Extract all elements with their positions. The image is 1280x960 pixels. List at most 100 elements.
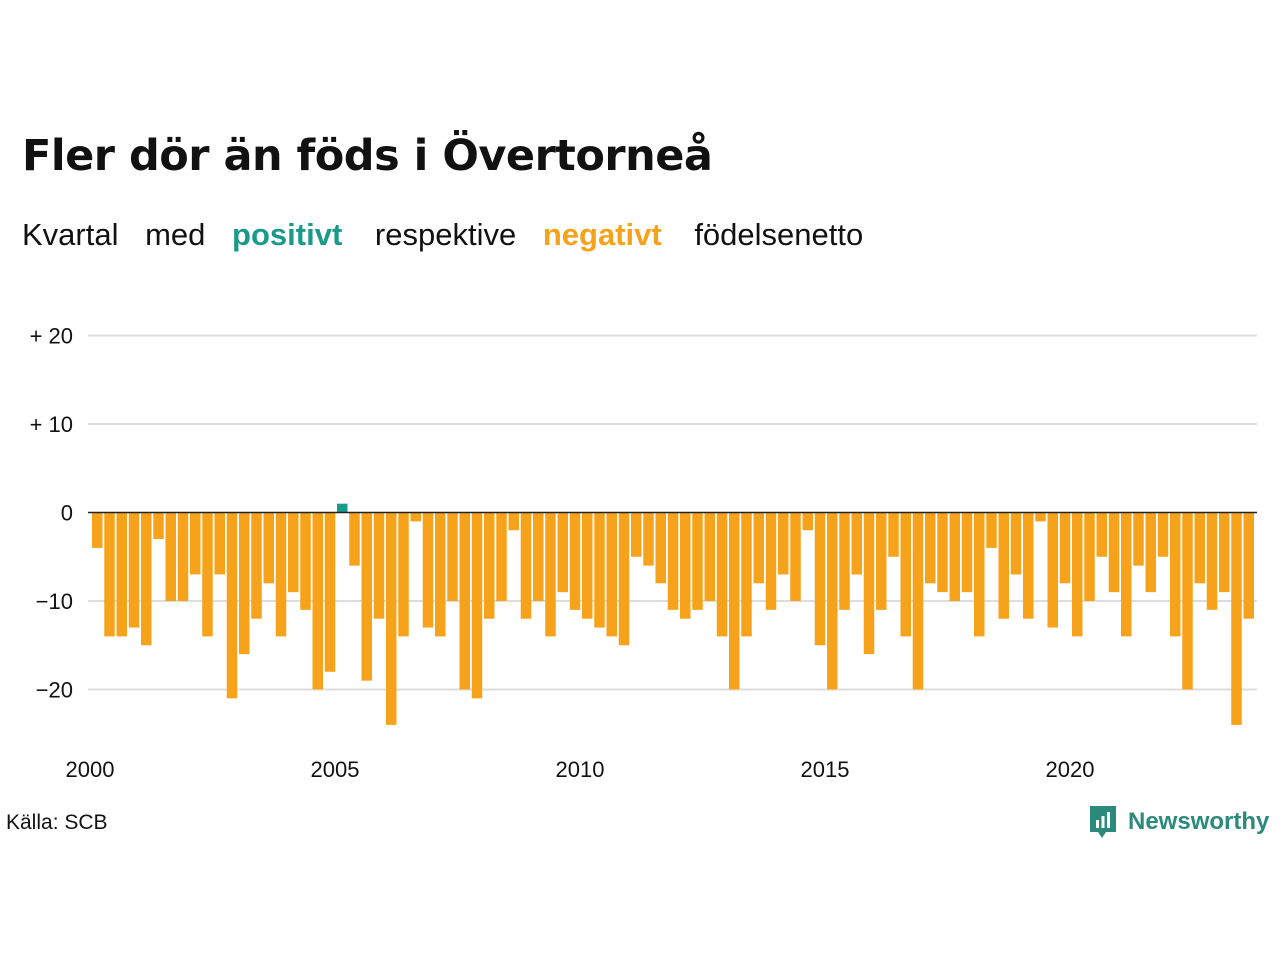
bar-negative: [447, 512, 458, 601]
subtitle-word: födelsenetto: [694, 217, 864, 252]
bar-negative: [912, 512, 924, 690]
bar-negative: [790, 512, 801, 601]
bar-negative: [190, 512, 201, 575]
y-tick-label: −10: [36, 589, 73, 614]
x-tick-label: 2000: [66, 757, 115, 782]
bar-negative: [1206, 512, 1218, 610]
bar-positive: [337, 503, 348, 513]
bar-negative: [900, 512, 911, 637]
bar-negative: [680, 512, 691, 619]
bar-negative: [1194, 512, 1205, 584]
bar-negative: [937, 512, 948, 593]
bar-negative: [949, 512, 960, 601]
bar-negative: [177, 512, 189, 601]
bar-negative: [704, 512, 715, 601]
bar-negative: [165, 512, 176, 601]
bar-negative: [655, 512, 666, 584]
bar-negative: [324, 512, 336, 672]
chart-subtitle: Kvartal med positivt respektive negativt…: [22, 217, 881, 253]
bar-negative: [1096, 512, 1107, 557]
bar-negative: [300, 512, 311, 610]
bar-negative: [361, 512, 372, 681]
bar-negative: [986, 512, 997, 548]
bar-negative: [888, 512, 899, 557]
bar-negative: [594, 512, 605, 628]
y-tick-label: −20: [36, 678, 73, 703]
bar-negative: [827, 512, 838, 690]
bar-negative: [667, 512, 679, 610]
bar-negative: [533, 512, 544, 601]
bar-negative: [1084, 512, 1095, 601]
bar-negative: [631, 512, 642, 557]
bar-negative: [557, 512, 568, 593]
bar-negative: [496, 512, 507, 601]
bar-negative: [92, 512, 103, 548]
bar-negative: [312, 512, 323, 690]
bar-negative: [128, 512, 140, 628]
bar-negative: [863, 512, 875, 655]
subtitle-word: Kvartal: [22, 217, 119, 252]
bar-negative: [1219, 512, 1230, 593]
bar-negative: [582, 512, 593, 619]
legend-negative-label: negativt: [542, 217, 662, 252]
bar-negative: [1023, 512, 1034, 619]
bar-negative: [116, 512, 127, 637]
legend-positive-label: positivt: [232, 217, 343, 252]
bar-negative: [226, 512, 238, 699]
x-tick-label: 2020: [1046, 757, 1095, 782]
bar-negative: [435, 512, 446, 637]
bar-negative: [153, 512, 164, 540]
bar-negative: [275, 512, 287, 637]
bar-negative: [484, 512, 495, 619]
bar-negative: [1010, 512, 1022, 575]
bar-negative: [851, 512, 862, 575]
bar-negative: [729, 512, 740, 690]
x-tick-label: 2010: [556, 757, 605, 782]
bar-negative: [753, 512, 764, 584]
bar-chart: + 20 + 10 0 −10 −20 2000 2005 2010 2015 2020: [30, 324, 1257, 782]
bar-negative: [1243, 512, 1254, 619]
y-tick-label: + 10: [30, 412, 73, 437]
bar-negative: [508, 512, 519, 531]
bar-negative: [422, 512, 434, 628]
bar-negative: [373, 512, 385, 619]
bar-negative: [459, 512, 470, 690]
subtitle-word: respektive: [374, 217, 517, 252]
newsworthy-logo-icon: [1090, 806, 1116, 838]
bar-negative: [349, 512, 360, 566]
bar-negative: [288, 512, 299, 593]
bar-negative: [998, 512, 1009, 619]
bar-negative: [1059, 512, 1071, 584]
bar-negative: [239, 512, 250, 655]
x-tick-label: 2005: [311, 757, 360, 782]
bar-negative: [410, 512, 421, 522]
bar-negative: [263, 512, 274, 584]
bar-negative: [569, 512, 581, 610]
bar-negative: [1072, 512, 1083, 637]
bar-negative: [716, 512, 728, 637]
bar-negative: [974, 512, 985, 637]
bar-negative: [141, 512, 152, 646]
bar-negative: [765, 512, 777, 610]
bar-negative: [814, 512, 826, 646]
source-note: Källa: SCB: [6, 811, 108, 834]
bar-negative: [925, 512, 936, 584]
bar-negative: [386, 512, 397, 725]
bar-negative: [778, 512, 789, 575]
y-tick-label: 0: [61, 501, 73, 526]
bar-negative: [545, 512, 556, 637]
bar-negative: [1182, 512, 1193, 690]
subtitle-word: med: [145, 217, 206, 252]
chart-title: Fler dör än föds i Övertorneå: [22, 131, 713, 181]
bar-negative: [1170, 512, 1181, 637]
bar-negative: [1145, 512, 1156, 593]
bar-negative: [520, 512, 532, 619]
bar-negative: [1047, 512, 1058, 628]
bar-negative: [1108, 512, 1120, 593]
bar-negative: [471, 512, 483, 699]
bar-negative: [1121, 512, 1132, 637]
bar-negative: [606, 512, 617, 637]
bar-negative: [104, 512, 115, 637]
bar-negative: [1157, 512, 1169, 557]
bar-negative: [618, 512, 630, 646]
